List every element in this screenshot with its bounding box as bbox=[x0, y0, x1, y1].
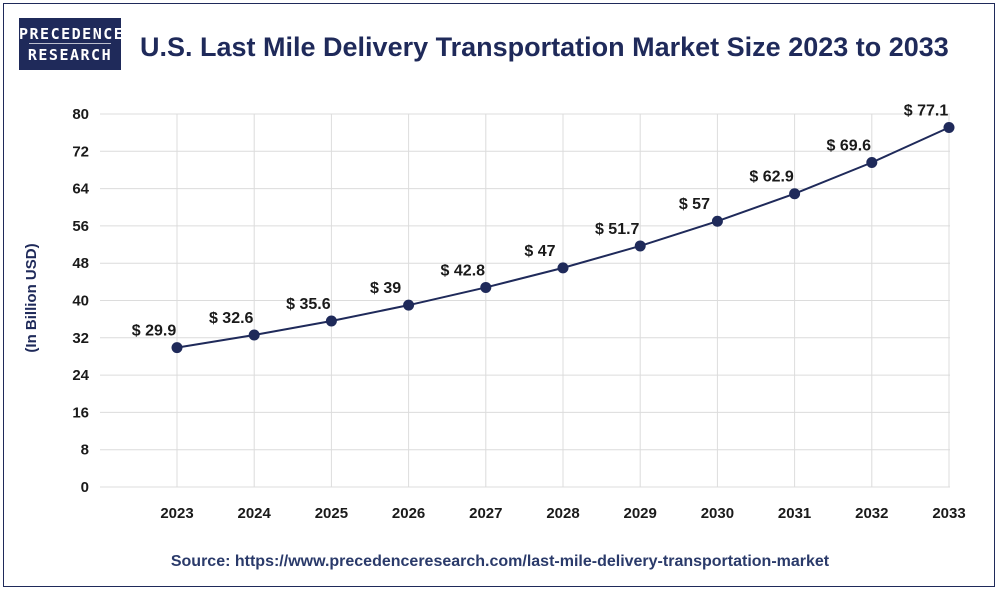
x-tick-label: 2028 bbox=[546, 505, 579, 522]
source-note: Source: https://www.precedenceresearch.c… bbox=[170, 553, 830, 570]
y-tick-label: 8 bbox=[81, 442, 89, 459]
x-axis-ticks: 2023 2024 2025 2026 2027 2028 2029 2030 2031 2032… bbox=[160, 505, 965, 522]
data-label: $ 69.6 bbox=[827, 137, 872, 154]
data-point bbox=[403, 299, 415, 311]
brand-divider bbox=[29, 43, 111, 44]
y-tick-label: 24 bbox=[72, 367, 89, 384]
x-tick-label: 2031 bbox=[778, 505, 811, 522]
y-axis-label: (In Billion USD) bbox=[23, 243, 40, 352]
y-tick-label: 0 bbox=[81, 479, 89, 496]
data-label: $ 35.6 bbox=[286, 296, 331, 313]
data-label: $ 32.6 bbox=[209, 310, 254, 327]
data-labels: $ 29.9 $ 32.6 $ 35.6 $ 39 $ 42.8 $ 47 $ 51.7 $ … bbox=[132, 103, 949, 340]
y-tick-label: 64 bbox=[72, 181, 89, 198]
brand-logo: PRECEDENCE RESEARCH bbox=[19, 18, 125, 70]
data-point bbox=[248, 329, 260, 341]
chart-title: U.S. Last Mile Delivery Transportation M… bbox=[140, 32, 949, 62]
data-point bbox=[171, 342, 183, 354]
data-point bbox=[943, 122, 955, 134]
brand-line-1: PRECEDENCE bbox=[19, 25, 125, 43]
data-label: $ 51.7 bbox=[595, 221, 640, 238]
y-axis-ticks: 0 8 16 24 32 40 48 56 64 72 80 bbox=[72, 106, 89, 496]
x-tick-label: 2024 bbox=[238, 505, 272, 522]
data-point bbox=[634, 240, 646, 252]
data-label: $ 39 bbox=[370, 280, 401, 297]
data-label: $ 42.8 bbox=[441, 262, 486, 279]
x-tick-label: 2025 bbox=[315, 505, 348, 522]
brand-line-2: RESEARCH bbox=[27, 46, 113, 64]
x-tick-label: 2033 bbox=[932, 505, 965, 522]
y-tick-label: 80 bbox=[72, 106, 89, 123]
y-tick-label: 48 bbox=[72, 255, 89, 272]
data-label: $ 77.1 bbox=[904, 103, 949, 120]
data-point bbox=[480, 281, 492, 293]
x-tick-label: 2023 bbox=[160, 505, 193, 522]
data-label: $ 57 bbox=[679, 196, 710, 213]
x-tick-label: 2026 bbox=[392, 505, 425, 522]
chart-frame bbox=[3, 3, 995, 587]
y-tick-label: 56 bbox=[72, 218, 89, 235]
data-point bbox=[789, 188, 801, 200]
grid-lines bbox=[100, 113, 950, 488]
data-label: $ 47 bbox=[524, 243, 555, 260]
data-point bbox=[557, 262, 569, 274]
y-tick-label: 40 bbox=[72, 293, 89, 310]
x-tick-label: 2030 bbox=[701, 505, 734, 522]
x-tick-label: 2027 bbox=[469, 505, 502, 522]
y-tick-label: 72 bbox=[72, 143, 89, 160]
data-label: $ 29.9 bbox=[132, 323, 177, 340]
y-tick-label: 32 bbox=[72, 330, 89, 347]
data-point bbox=[866, 156, 878, 168]
y-tick-label: 16 bbox=[72, 404, 89, 421]
x-tick-label: 2032 bbox=[855, 505, 888, 522]
x-tick-label: 2029 bbox=[624, 505, 657, 522]
data-point bbox=[325, 315, 337, 327]
data-label: $ 62.9 bbox=[749, 169, 794, 186]
data-point bbox=[711, 215, 723, 227]
data-points bbox=[171, 122, 955, 354]
